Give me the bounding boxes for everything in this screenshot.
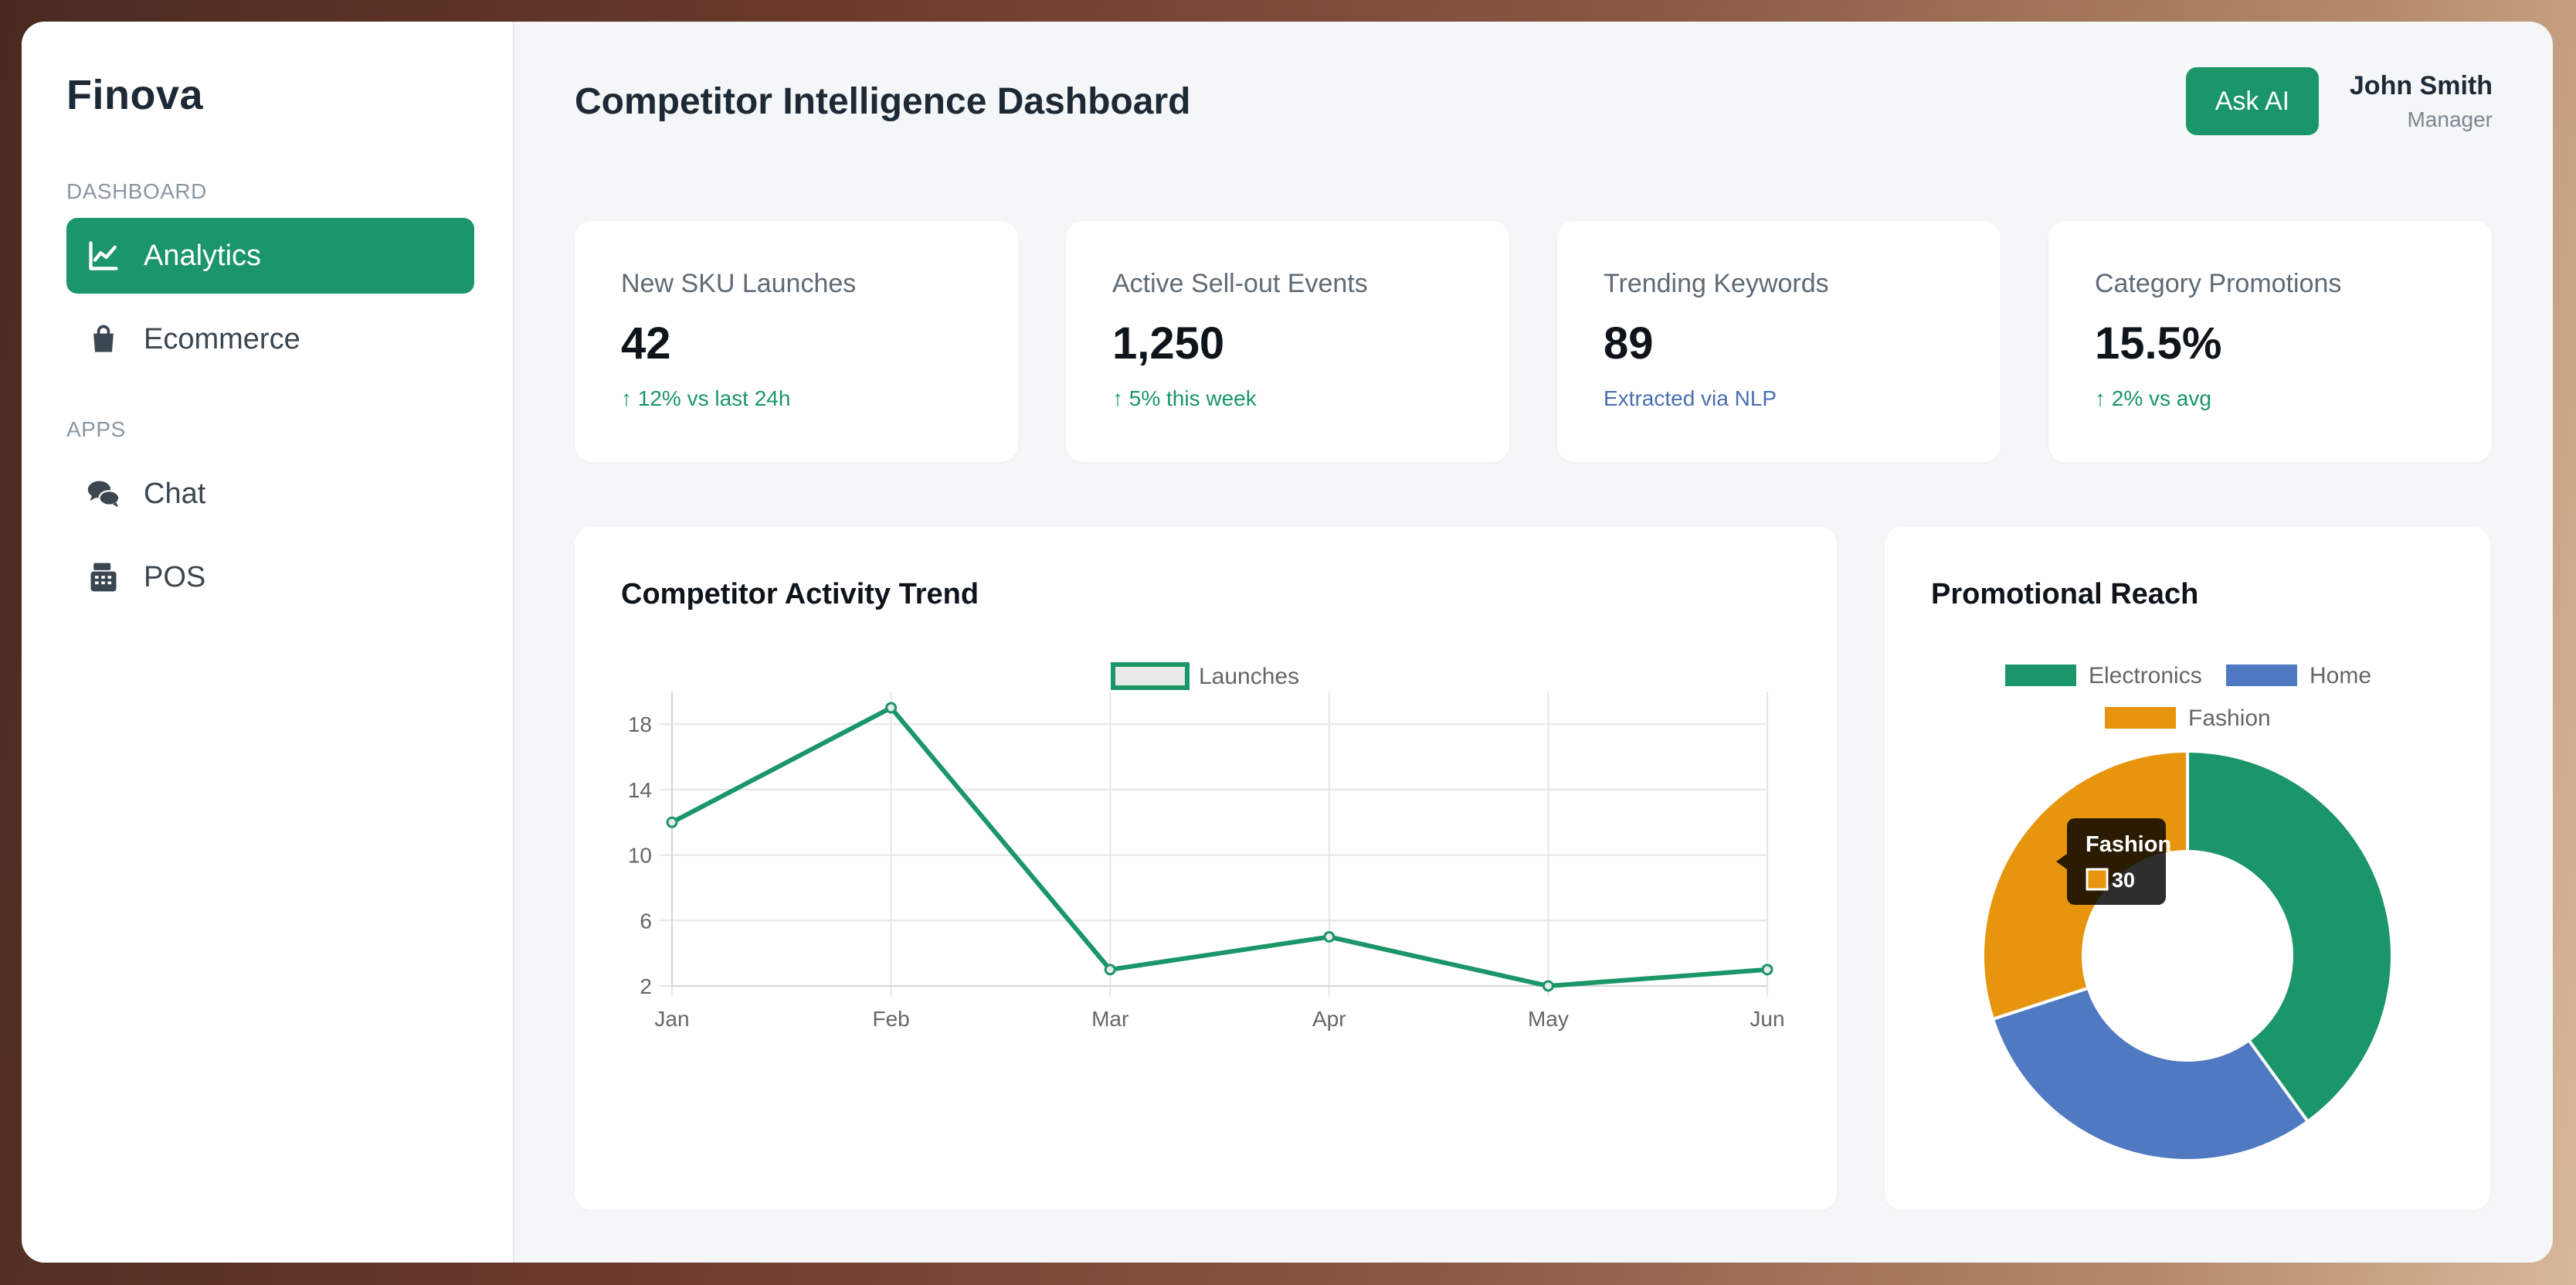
kpi-value: 1,250 bbox=[1112, 318, 1225, 369]
donut-slice-home bbox=[1991, 986, 2310, 1162]
sidebar-item-label: Ecommerce bbox=[144, 322, 300, 355]
data-point bbox=[666, 816, 678, 828]
chat-bubbles-icon bbox=[83, 474, 124, 514]
kpi-note: ↑ 2% vs avg bbox=[2095, 386, 2211, 410]
kpi-card-trending-keywords: Trending Keywords 89 Extracted via NLP bbox=[1557, 221, 2001, 462]
legend-label: Launches bbox=[1199, 664, 1299, 689]
chart-title: Competitor Activity Trend bbox=[621, 578, 979, 610]
kpi-note: ↑ 5% this week bbox=[1112, 386, 1257, 410]
user-name: John Smith bbox=[2349, 70, 2493, 100]
y-tick-label: 10 bbox=[628, 844, 652, 868]
kpi-label: Category Promotions bbox=[2095, 269, 2342, 298]
tooltip-swatch bbox=[2086, 868, 2109, 891]
kpi-card-sku-launches: New SKU Launches 42 ↑ 12% vs last 24h bbox=[575, 221, 1018, 462]
activity-trend-card: Competitor Activity Trend Launches 2 6 10 14… bbox=[575, 527, 1837, 1210]
series-line-launches bbox=[670, 705, 1768, 988]
data-point bbox=[1542, 980, 1554, 992]
sidebar-item-analytics[interactable]: Analytics bbox=[66, 218, 474, 294]
y-tick-label: 6 bbox=[640, 909, 652, 933]
chart-tooltip: Fashion 30 bbox=[2056, 818, 2171, 905]
legend-label: Fashion bbox=[2188, 705, 2271, 731]
kpi-note: ↑ 12% vs last 24h bbox=[621, 386, 791, 410]
donut-chart: Electronics Home Fashion Fashion 30 bbox=[1981, 663, 2394, 1162]
x-tick-label: Jan bbox=[654, 1007, 689, 1031]
data-point bbox=[1104, 964, 1116, 976]
cash-register-icon bbox=[83, 557, 124, 597]
user-role: Manager bbox=[2407, 107, 2493, 131]
shopping-bag-icon bbox=[83, 319, 124, 359]
tooltip-title: Fashion bbox=[2086, 832, 2171, 857]
kpi-value: 89 bbox=[1604, 318, 1654, 369]
legend-swatch bbox=[2005, 665, 2076, 686]
sidebar-item-label: Chat bbox=[144, 477, 206, 510]
app-window: Finova DASHBOARD Analytics Ecommerce APP… bbox=[22, 22, 2553, 1263]
legend-swatch bbox=[2226, 665, 2297, 686]
ask-ai-button[interactable]: Ask AI bbox=[2185, 67, 2319, 135]
kpi-row: New SKU Launches 42 ↑ 12% vs last 24h Ac… bbox=[575, 221, 2493, 462]
header-actions: Ask AI John Smith Manager bbox=[2185, 67, 2493, 135]
section-label-dashboard: DASHBOARD bbox=[66, 179, 207, 203]
kpi-label: Trending Keywords bbox=[1604, 269, 1829, 298]
sidebar-item-label: Analytics bbox=[144, 239, 262, 272]
sidebar-item-chat[interactable]: Chat bbox=[66, 456, 474, 532]
kpi-card-category-promotions: Category Promotions 15.5% ↑ 2% vs avg bbox=[2048, 221, 2492, 462]
legend-item-fashion: Fashion bbox=[2105, 705, 2271, 731]
x-tick-label: Apr bbox=[1312, 1007, 1346, 1031]
chart-legend: Launches bbox=[1111, 662, 1299, 690]
kpi-label: Active Sell-out Events bbox=[1112, 269, 1368, 298]
line-chart-icon bbox=[83, 236, 124, 276]
legend-label: Electronics bbox=[2089, 663, 2202, 688]
data-point bbox=[1761, 964, 1773, 976]
chart-title: Promotional Reach bbox=[1931, 578, 2199, 610]
section-label-apps: APPS bbox=[66, 417, 126, 441]
tooltip-value: 30 bbox=[2112, 869, 2135, 892]
legend-item-electronics: Electronics bbox=[2005, 663, 2202, 688]
y-tick-label: 18 bbox=[628, 712, 652, 736]
main-content: Competitor Intelligence Dashboard Ask AI… bbox=[514, 22, 2553, 1263]
legend-label: Home bbox=[2310, 663, 2371, 688]
kpi-note: Extracted via NLP bbox=[1604, 386, 1777, 410]
header: Competitor Intelligence Dashboard Ask AI… bbox=[575, 22, 2493, 176]
x-tick-label: Mar bbox=[1091, 1007, 1128, 1031]
data-point bbox=[1323, 930, 1336, 943]
tooltip-box bbox=[2056, 818, 2166, 905]
kpi-card-sellout-events: Active Sell-out Events 1,250 ↑ 5% this w… bbox=[1066, 221, 1509, 462]
promotional-reach-card: Promotional Reach Electronics Home Fashion… bbox=[1885, 527, 2490, 1210]
x-tick-label: May bbox=[1528, 1007, 1569, 1031]
sidebar-item-label: POS bbox=[144, 560, 206, 593]
sidebar-item-ecommerce[interactable]: Ecommerce bbox=[66, 301, 474, 377]
x-tick-label: Feb bbox=[872, 1007, 909, 1031]
brand-logo: Finova bbox=[66, 72, 204, 118]
y-tick-label: 14 bbox=[628, 778, 652, 802]
kpi-value: 15.5% bbox=[2095, 318, 2222, 369]
page-title: Competitor Intelligence Dashboard bbox=[575, 80, 1191, 122]
kpi-value: 42 bbox=[621, 318, 671, 369]
x-tick-label: Jun bbox=[1750, 1007, 1784, 1031]
y-tick-label: 2 bbox=[640, 974, 652, 998]
line-chart: Launches 2 6 10 14 18 Jan Feb Mar Apr May Jun bbox=[628, 662, 1785, 1031]
sidebar-item-pos[interactable]: POS bbox=[66, 539, 474, 615]
sidebar: Finova DASHBOARD Analytics Ecommerce APP… bbox=[22, 22, 514, 1263]
charts-row: Competitor Activity Trend Launches 2 6 10 14… bbox=[575, 527, 2493, 1210]
legend-item-home: Home bbox=[2226, 663, 2371, 688]
user-profile[interactable]: John Smith Manager bbox=[2350, 71, 2493, 132]
data-point bbox=[885, 702, 898, 714]
kpi-label: New SKU Launches bbox=[621, 269, 857, 298]
legend-swatch bbox=[1111, 662, 1190, 690]
legend-swatch bbox=[2105, 707, 2176, 729]
donut-slice-electronics bbox=[2186, 749, 2394, 1124]
